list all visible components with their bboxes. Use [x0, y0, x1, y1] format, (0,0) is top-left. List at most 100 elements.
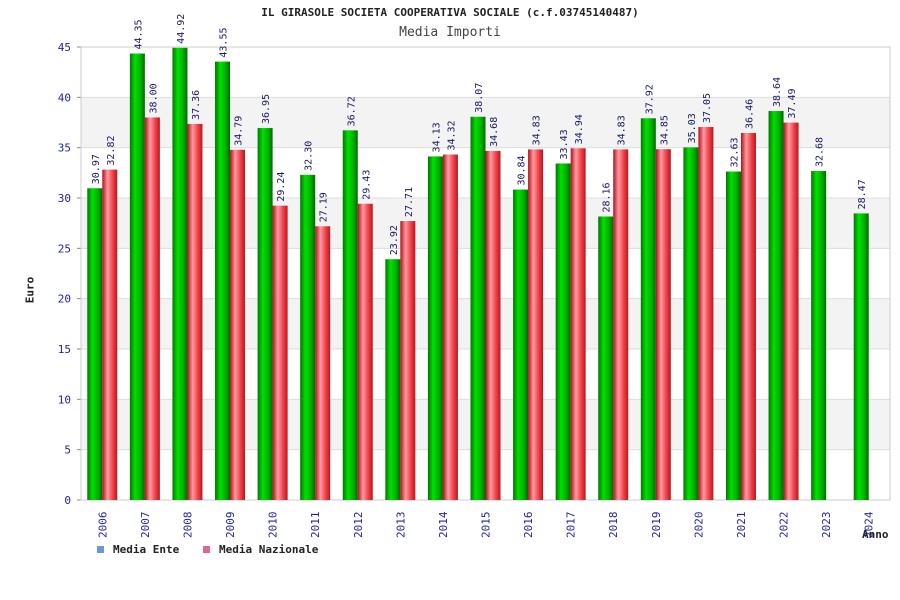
x-tick-label: 2018 — [607, 512, 620, 539]
bar-media-ente — [427, 156, 443, 500]
data-label: 27.71 — [404, 187, 415, 217]
data-label: 28.16 — [602, 182, 613, 212]
x-tick-label: 2008 — [181, 512, 194, 539]
y-tick-label: 45 — [58, 41, 71, 54]
bar-media-nazionale — [102, 169, 118, 500]
bar-media-ente — [257, 128, 273, 500]
x-tick-label: 2016 — [522, 512, 535, 539]
data-label: 44.35 — [133, 19, 144, 49]
data-label: 32.63 — [729, 137, 740, 167]
data-label: 32.68 — [815, 137, 826, 167]
data-label: 33.43 — [559, 129, 570, 159]
bar-media-ente — [555, 163, 571, 501]
bar-media-ente — [129, 53, 145, 500]
bar-media-ente — [768, 111, 784, 501]
data-label: 36.95 — [261, 94, 272, 124]
chart-title: IL GIRASOLE SOCIETA COOPERATIVA SOCIALE … — [261, 6, 639, 19]
x-tick-label: 2011 — [309, 512, 322, 539]
x-tick-label: 2020 — [692, 512, 705, 539]
bar-media-nazionale — [230, 149, 246, 500]
x-tick-label: 2013 — [394, 512, 407, 539]
bar-media-ente — [853, 213, 869, 501]
x-tick-label: 2021 — [735, 512, 748, 539]
legend-swatch-media-ente — [97, 546, 104, 553]
data-label: 36.72 — [346, 96, 357, 126]
data-label: 28.47 — [857, 179, 868, 209]
bar-media-ente — [640, 118, 656, 500]
x-tick-label: 2022 — [778, 512, 791, 539]
data-label: 34.13 — [431, 122, 442, 152]
data-label: 37.92 — [644, 84, 655, 114]
data-label: 32.30 — [304, 141, 315, 171]
data-label: 43.55 — [219, 27, 230, 57]
bar-media-nazionale — [400, 221, 416, 500]
bar-media-ente — [811, 171, 827, 500]
data-label: 27.19 — [319, 192, 330, 222]
bar-media-nazionale — [315, 226, 331, 500]
chart-subtitle: Media Importi — [399, 25, 501, 40]
y-tick-label: 5 — [64, 444, 71, 457]
x-tick-label: 2006 — [96, 512, 109, 539]
bar-media-ente — [215, 61, 231, 500]
bar-media-ente — [172, 47, 188, 501]
data-label: 34.83 — [532, 115, 543, 145]
data-label: 34.85 — [659, 115, 670, 145]
bar-media-nazionale — [570, 148, 586, 500]
bar-media-ente — [342, 130, 358, 501]
y-tick-label: 15 — [58, 343, 71, 356]
y-tick-label: 30 — [58, 192, 71, 205]
y-tick-label: 20 — [58, 293, 71, 306]
bar-media-nazionale — [485, 150, 501, 500]
legend-label-media-ente: Media Ente — [113, 543, 180, 556]
bar-media-ente — [725, 171, 741, 501]
bar-media-nazionale — [528, 149, 544, 501]
y-tick-label: 25 — [58, 242, 71, 255]
bar-media-nazionale — [740, 132, 756, 500]
bar-media-nazionale — [698, 127, 714, 500]
data-label: 23.92 — [389, 225, 400, 255]
x-tick-label: 2017 — [565, 512, 578, 539]
bar-media-nazionale — [187, 123, 203, 500]
bar-media-nazionale — [613, 149, 629, 501]
data-label: 29.43 — [361, 170, 372, 200]
x-tick-label: 2010 — [267, 512, 280, 539]
legend-item-media-nazionale: Media Nazionale — [203, 543, 318, 556]
data-label: 32.82 — [106, 136, 117, 166]
data-label: 37.49 — [787, 88, 798, 118]
bar-media-ente — [598, 216, 614, 501]
data-label: 37.36 — [191, 90, 202, 120]
x-tick-label: 2024 — [863, 511, 876, 538]
y-tick-label: 35 — [58, 142, 71, 155]
legend-label-media-nazionale: Media Nazionale — [219, 543, 319, 556]
data-label: 34.94 — [574, 114, 585, 144]
x-tick-label: 2015 — [480, 512, 493, 539]
data-label: 34.83 — [617, 115, 628, 145]
bar-media-ente — [300, 174, 316, 500]
data-label: 34.32 — [446, 120, 457, 150]
bar-media-nazionale — [272, 205, 288, 500]
x-tick-label: 2009 — [224, 512, 237, 539]
x-axis-label: Anno — [862, 528, 889, 541]
data-label: 30.84 — [517, 155, 528, 185]
bar-media-ente — [683, 147, 699, 500]
x-tick-label: 2023 — [820, 512, 833, 539]
x-tick-label: 2007 — [139, 512, 152, 539]
data-label: 34.68 — [489, 117, 500, 147]
data-label: 34.79 — [234, 116, 245, 146]
bar-media-ente — [470, 116, 486, 501]
legend-swatch-media-nazionale — [203, 546, 210, 553]
x-tick-label: 2012 — [352, 512, 365, 539]
x-tick-label: 2019 — [650, 512, 663, 539]
bar-media-ente — [87, 188, 103, 500]
bar-media-nazionale — [783, 122, 799, 500]
data-label: 38.64 — [772, 77, 783, 107]
data-label: 37.05 — [702, 93, 713, 123]
bar-media-nazionale — [144, 117, 160, 500]
bar-media-nazionale — [655, 149, 671, 500]
bar-media-nazionale — [442, 154, 458, 500]
data-label: 36.46 — [744, 99, 755, 129]
data-label: 29.24 — [276, 172, 287, 202]
data-label: 44.92 — [176, 14, 187, 44]
